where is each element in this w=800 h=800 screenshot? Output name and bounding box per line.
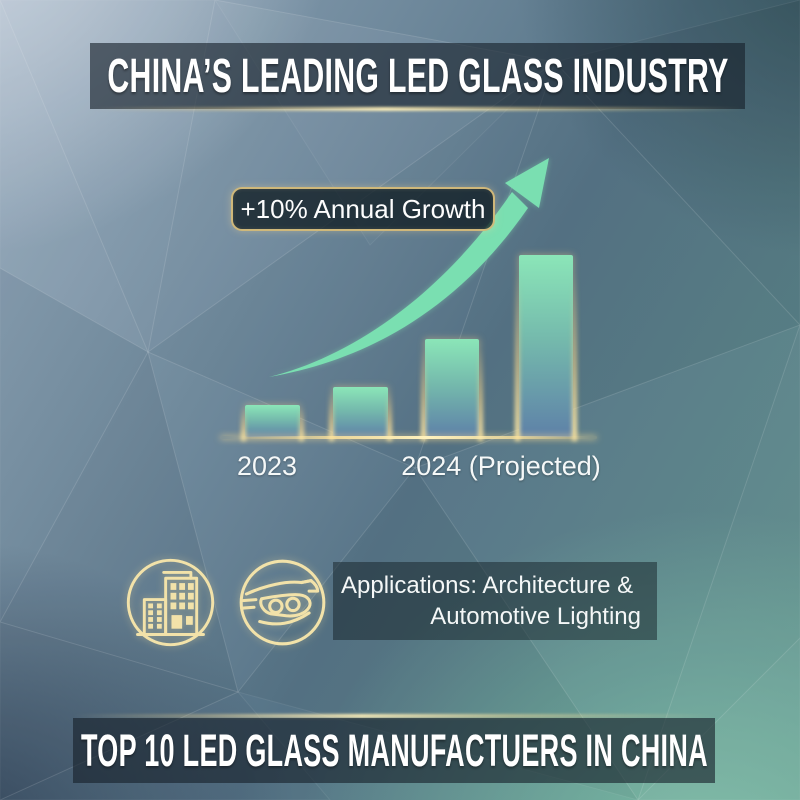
applications-text-line1: Applications: Architecture & [341, 572, 634, 599]
bar-4 [519, 255, 573, 437]
header-gold-glow [90, 107, 745, 111]
growth-arrow-curve [269, 192, 528, 377]
header-banner: CHINA’S LEADING LED GLASS INDUSTRY [90, 43, 745, 109]
footer-gold-glow [73, 714, 715, 718]
page-title: CHINA’S LEADING LED GLASS INDUSTRY [106, 49, 729, 103]
car-headlights-icon [239, 559, 326, 646]
growth-arrow-head [505, 158, 549, 208]
bar-2 [333, 387, 388, 437]
footer-title: TOP 10 LED GLASS MANUFACTUERS IN CHINA [80, 724, 708, 776]
growth-badge-label: +10% Annual Growth [240, 193, 486, 224]
x-label-2024-projected: 2024 (Projected) [401, 450, 601, 481]
applications-text-line2: Automotive Lighting [430, 603, 641, 630]
buildings-icon [126, 558, 215, 647]
bar-3 [425, 339, 479, 437]
chart-baseline [220, 436, 597, 439]
growth-badge: +10% Annual Growth [231, 187, 495, 231]
x-label-2023: 2023 [236, 450, 298, 481]
bar-1 [245, 405, 300, 437]
footer-banner: TOP 10 LED GLASS MANUFACTUERS IN CHINA [73, 718, 715, 783]
applications-box: Applications: Architecture & Automotive … [333, 562, 657, 640]
